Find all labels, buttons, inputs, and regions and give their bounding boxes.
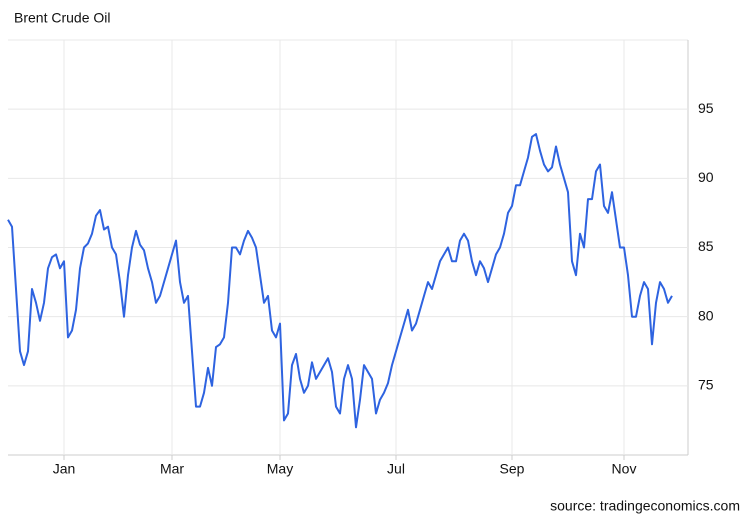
y-tick-label: 85	[698, 238, 714, 254]
chart-title: Brent Crude Oil	[14, 10, 110, 26]
y-tick-label: 90	[698, 169, 714, 185]
x-tick-label: Sep	[500, 461, 525, 477]
x-tick-label: Jan	[53, 461, 76, 477]
source: source: tradingeconomics.com	[550, 498, 740, 514]
x-tick-label: May	[267, 461, 293, 477]
y-tick-label: 95	[698, 100, 714, 116]
x-tick-label: Nov	[612, 461, 637, 477]
y-tick-label: 75	[698, 377, 714, 393]
x-tick-label: Jul	[387, 461, 405, 477]
y-tick-label: 80	[698, 307, 714, 323]
price-line	[7, 133, 673, 429]
x-tick-label: Mar	[160, 461, 184, 477]
